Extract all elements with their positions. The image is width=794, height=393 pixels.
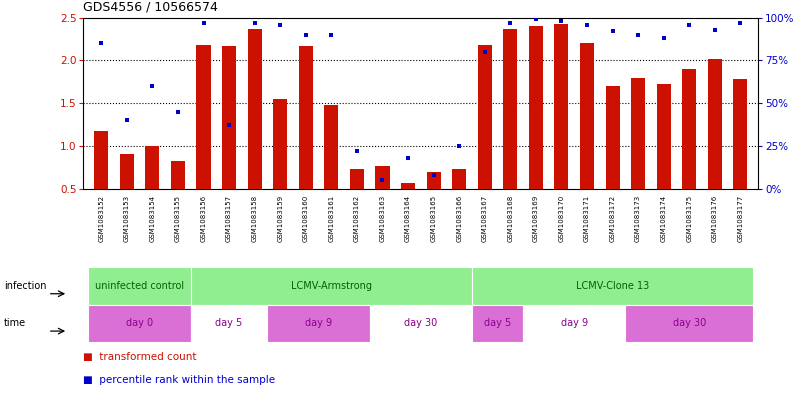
- Bar: [273, 99, 287, 189]
- Text: GSM1083173: GSM1083173: [635, 195, 641, 242]
- Bar: [120, 154, 134, 189]
- Point: [504, 20, 517, 26]
- Text: GSM1083155: GSM1083155: [175, 195, 181, 242]
- Text: day 5: day 5: [215, 318, 243, 328]
- Bar: [324, 105, 338, 189]
- Text: day 9: day 9: [305, 318, 332, 328]
- Text: day 30: day 30: [673, 318, 706, 328]
- Text: GSM1083163: GSM1083163: [380, 195, 385, 242]
- Bar: [707, 59, 722, 189]
- Text: GSM1083159: GSM1083159: [277, 195, 283, 242]
- Bar: [426, 171, 441, 189]
- Point: [95, 40, 108, 46]
- Text: GSM1083167: GSM1083167: [482, 195, 488, 242]
- Bar: [196, 45, 210, 189]
- Bar: [734, 79, 747, 189]
- Bar: [248, 29, 262, 189]
- Point: [274, 21, 287, 28]
- Text: GSM1083172: GSM1083172: [610, 195, 615, 242]
- Bar: [657, 84, 671, 189]
- Bar: [452, 169, 466, 189]
- Bar: [401, 183, 415, 189]
- Bar: [580, 43, 594, 189]
- Text: time: time: [4, 318, 26, 328]
- Text: ■  percentile rank within the sample: ■ percentile rank within the sample: [83, 375, 276, 385]
- Bar: [554, 24, 569, 189]
- Text: GSM1083162: GSM1083162: [354, 195, 360, 242]
- Text: GSM1083157: GSM1083157: [226, 195, 232, 242]
- Point: [172, 108, 184, 115]
- Bar: [503, 29, 518, 189]
- Point: [657, 35, 670, 41]
- Point: [197, 20, 210, 26]
- Text: uninfected control: uninfected control: [95, 281, 184, 291]
- Point: [453, 143, 465, 149]
- Text: day 9: day 9: [561, 318, 588, 328]
- Point: [121, 117, 133, 123]
- Text: GSM1083152: GSM1083152: [98, 195, 104, 242]
- Text: GSM1083168: GSM1083168: [507, 195, 513, 242]
- Text: infection: infection: [4, 281, 47, 291]
- Text: GSM1083174: GSM1083174: [661, 195, 667, 242]
- Point: [708, 26, 721, 33]
- Text: GSM1083171: GSM1083171: [584, 195, 590, 242]
- Point: [146, 83, 159, 89]
- Bar: [376, 165, 390, 189]
- Text: GSM1083153: GSM1083153: [124, 195, 130, 242]
- Text: GSM1083161: GSM1083161: [329, 195, 334, 242]
- Bar: [631, 77, 646, 189]
- Point: [249, 20, 261, 26]
- Text: GSM1083169: GSM1083169: [533, 195, 539, 242]
- Point: [632, 31, 645, 38]
- Point: [402, 155, 414, 161]
- Point: [683, 21, 696, 28]
- Bar: [222, 46, 236, 189]
- Point: [427, 172, 440, 178]
- Text: GSM1083160: GSM1083160: [303, 195, 309, 242]
- Point: [223, 122, 236, 129]
- Point: [351, 148, 364, 154]
- Text: GSM1083165: GSM1083165: [430, 195, 437, 242]
- Text: GSM1083158: GSM1083158: [252, 195, 257, 242]
- Point: [299, 31, 312, 38]
- Text: day 30: day 30: [404, 318, 437, 328]
- Bar: [299, 46, 313, 189]
- Text: GSM1083177: GSM1083177: [738, 195, 743, 242]
- Point: [555, 18, 568, 24]
- Text: GSM1083170: GSM1083170: [558, 195, 565, 242]
- Bar: [350, 169, 364, 189]
- Point: [478, 49, 491, 55]
- Text: GSM1083164: GSM1083164: [405, 195, 411, 242]
- Bar: [171, 161, 185, 189]
- Bar: [529, 26, 543, 189]
- Point: [734, 20, 746, 26]
- Text: LCMV-Armstrong: LCMV-Armstrong: [291, 281, 372, 291]
- Bar: [682, 69, 696, 189]
- Point: [325, 31, 337, 38]
- Bar: [94, 130, 108, 189]
- Text: day 5: day 5: [484, 318, 511, 328]
- Text: GSM1083166: GSM1083166: [457, 195, 462, 242]
- Point: [580, 21, 593, 28]
- Text: GSM1083154: GSM1083154: [149, 195, 156, 242]
- Bar: [606, 86, 619, 189]
- Text: GSM1083175: GSM1083175: [686, 195, 692, 242]
- Text: GSM1083156: GSM1083156: [201, 195, 206, 242]
- Text: LCMV-Clone 13: LCMV-Clone 13: [576, 281, 649, 291]
- Text: GSM1083176: GSM1083176: [711, 195, 718, 242]
- Text: day 0: day 0: [126, 318, 153, 328]
- Text: ■  transformed count: ■ transformed count: [83, 352, 197, 362]
- Point: [530, 16, 542, 22]
- Bar: [478, 45, 491, 189]
- Point: [606, 28, 619, 35]
- Bar: [145, 146, 160, 189]
- Point: [376, 177, 389, 183]
- Text: GDS4556 / 10566574: GDS4556 / 10566574: [83, 1, 218, 14]
